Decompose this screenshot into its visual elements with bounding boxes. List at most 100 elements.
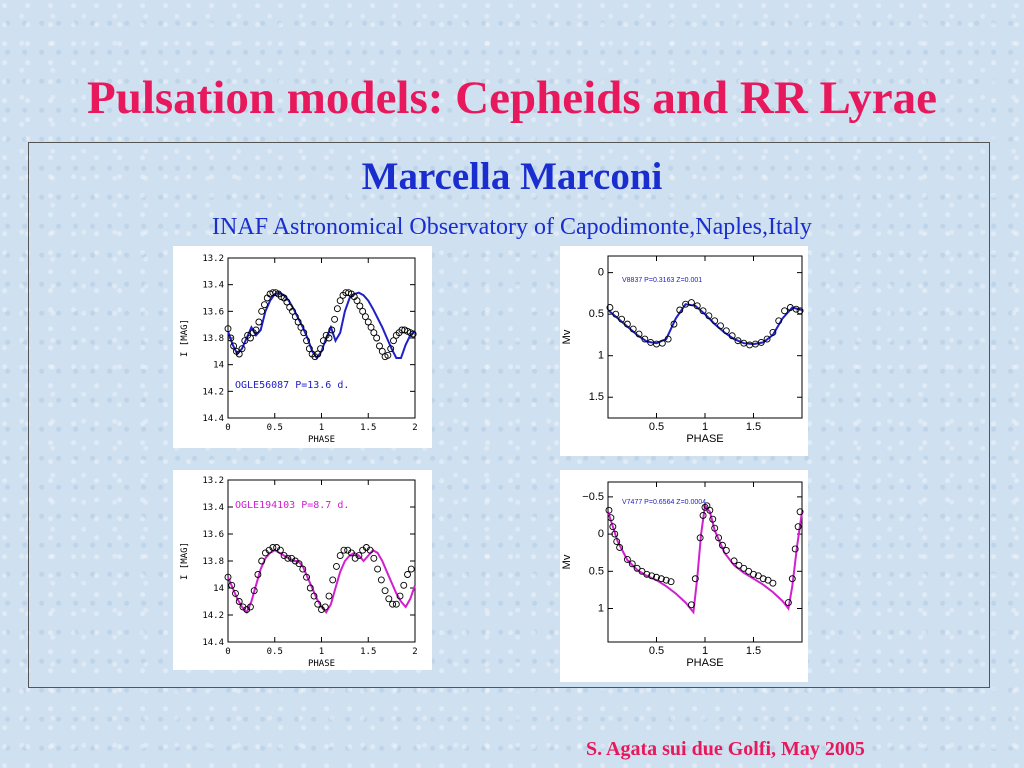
data-point xyxy=(687,299,695,306)
data-point xyxy=(687,601,695,609)
y-tick-label: 1.5 xyxy=(589,391,604,403)
data-point xyxy=(796,508,804,516)
data-point xyxy=(609,523,617,531)
data-point xyxy=(745,567,753,575)
data-point xyxy=(300,329,308,337)
data-point xyxy=(252,326,260,334)
data-point xyxy=(641,335,649,343)
data-point xyxy=(224,573,232,581)
data-point xyxy=(676,306,684,314)
data-point xyxy=(390,337,397,345)
data-point xyxy=(269,544,277,551)
x-tick-label: 1 xyxy=(702,645,708,657)
data-point xyxy=(353,297,361,305)
y-axis-label: I [MAG] xyxy=(180,319,190,357)
data-point xyxy=(303,337,310,345)
y-tick-label: 1 xyxy=(598,603,604,615)
series-label: OGLE194103 P=8.7 d. xyxy=(235,500,349,511)
y-axis-label: Mv xyxy=(561,329,573,344)
data-point xyxy=(613,538,621,545)
data-point xyxy=(629,325,637,333)
data-point xyxy=(623,320,631,328)
data-point xyxy=(763,335,771,343)
data-point xyxy=(235,598,243,605)
data-point xyxy=(336,297,344,305)
y-tick-label: 13.6 xyxy=(202,307,224,317)
chart-panel-rrlyrae-1: 0.5 1 1.5 0 0.5 1 1.5 PHASE Mv V8837 P=0.3163 Z=0… xyxy=(560,246,808,456)
y-axis-label: I [MAG] xyxy=(180,542,190,580)
series-label: V7477 P=0.6564 Z=0.0004 xyxy=(622,499,706,506)
chart-panel-cepheid-1: 0 0.5 1 1.5 2 13.2 13.4 13.6 13.8 14 14.2 14.4 PHASE… xyxy=(173,246,432,448)
series-label: OGLE56087 P=13.6 d. xyxy=(235,380,349,391)
data-point xyxy=(648,572,656,580)
data-point xyxy=(699,307,707,315)
data-point xyxy=(606,304,614,311)
series-label: V8837 P=0.3163 Z=0.001 xyxy=(622,277,702,284)
y-tick-label: 0.5 xyxy=(589,565,604,577)
data-point xyxy=(333,305,341,313)
data-point xyxy=(370,554,378,562)
x-tick-label: 2 xyxy=(412,423,417,433)
rrlyrae-lightcurve-chart-1: 0.5 1 1.5 0 0.5 1 1.5 PHASE Mv V8837 P=0.3163 Z=0… xyxy=(561,255,804,445)
data-point xyxy=(359,307,367,315)
data-point xyxy=(764,576,772,584)
data-point xyxy=(628,560,636,568)
model-curve xyxy=(227,291,416,360)
data-point xyxy=(701,503,709,511)
x-axis-label: PHASE xyxy=(686,433,723,445)
data-point xyxy=(794,523,802,531)
x-tick-label: 1 xyxy=(702,421,708,433)
data-point xyxy=(295,560,303,568)
model-curve xyxy=(607,303,803,346)
data-point xyxy=(709,515,717,523)
data-point xyxy=(224,325,232,333)
data-point xyxy=(254,571,262,578)
data-point xyxy=(321,603,329,611)
data-point xyxy=(384,351,392,359)
x-tick-label: 0 xyxy=(225,647,230,657)
data-point xyxy=(409,330,417,338)
data-point xyxy=(389,600,397,608)
content-frame xyxy=(28,142,990,688)
chart-panel-rrlyrae-2: 0.5 1 1.5 −0.5 0 0.5 1 PHASE Mv V7477 P=0.6564 Z=… xyxy=(560,470,808,682)
data-point xyxy=(638,567,646,575)
data-point xyxy=(653,573,660,581)
y-tick-label: 13.2 xyxy=(202,476,224,486)
x-tick-label: 1.5 xyxy=(360,647,376,657)
data-point xyxy=(347,549,355,557)
data-point xyxy=(657,575,665,583)
cepheid-lightcurve-chart-2: 0 0.5 1 1.5 2 13.2 13.4 13.6 13.8 14 14.2 14.4 PHASE… xyxy=(180,476,418,669)
data-point xyxy=(317,345,325,353)
data-point xyxy=(306,584,314,592)
data-point xyxy=(618,315,626,323)
data-point xyxy=(715,534,723,542)
x-tick-label: 1.5 xyxy=(746,645,761,657)
data-point xyxy=(757,338,765,346)
y-tick-label: 14 xyxy=(213,361,224,371)
data-point xyxy=(400,581,408,589)
data-point xyxy=(370,329,378,337)
x-tick-label: 0 xyxy=(225,423,230,433)
y-tick-label: 14.4 xyxy=(202,414,224,424)
data-point xyxy=(377,576,385,584)
data-point xyxy=(361,313,369,321)
data-point xyxy=(662,576,670,584)
data-point xyxy=(378,347,386,355)
x-tick-label: 1.5 xyxy=(746,421,761,433)
data-point xyxy=(769,328,777,336)
y-tick-label: 13.4 xyxy=(202,281,224,291)
data-point xyxy=(734,337,742,345)
slide-title: Pulsation models: Cepheids and RR Lyrae xyxy=(86,72,938,124)
data-point xyxy=(258,307,266,315)
data-point xyxy=(658,339,666,347)
data-point xyxy=(781,307,788,315)
data-point xyxy=(230,342,238,350)
data-point xyxy=(635,330,643,338)
data-point xyxy=(696,534,704,542)
data-point xyxy=(392,600,400,608)
data-point xyxy=(227,334,235,342)
data-point xyxy=(373,334,381,342)
data-point xyxy=(792,305,800,313)
data-point xyxy=(754,572,762,580)
